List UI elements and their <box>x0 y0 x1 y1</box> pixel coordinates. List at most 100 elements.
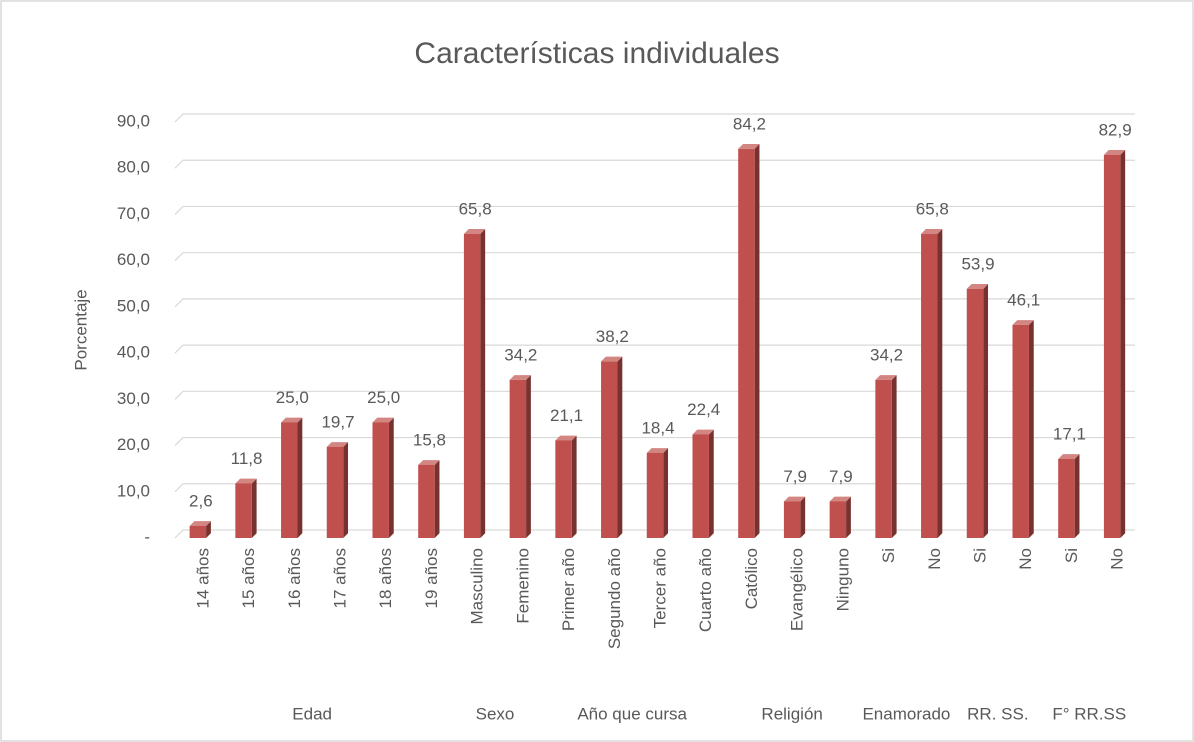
group-label: Edad <box>292 704 332 723</box>
y-tick-label: 20,0 <box>117 435 150 454</box>
bar-top <box>372 417 394 423</box>
grid-line <box>174 529 1135 539</box>
grid-line <box>174 483 1135 493</box>
bar-front <box>875 379 892 538</box>
x-tick-label: Evangélico <box>788 548 807 631</box>
bar <box>235 478 257 538</box>
bar-top <box>738 144 760 149</box>
data-label: 11,8 <box>231 449 263 468</box>
y-tick-label: 50,0 <box>117 296 150 315</box>
y-tick-label: 40,0 <box>117 343 150 362</box>
x-tick-label: Tercer año <box>650 548 669 628</box>
bar <box>509 375 531 538</box>
bar-top <box>601 356 623 362</box>
x-tick-label: 18 años <box>376 548 395 609</box>
bar <box>783 496 806 538</box>
grid-line <box>174 298 1135 308</box>
data-label: 21,1 <box>550 406 583 425</box>
bar-top <box>966 284 989 289</box>
bar-front <box>463 233 481 538</box>
bar <box>372 417 394 538</box>
bar-front <box>281 422 298 538</box>
data-label: 7,9 <box>829 467 853 486</box>
data-label: 34,2 <box>504 345 537 364</box>
bar-side <box>571 435 577 538</box>
data-label: 19,7 <box>321 412 354 431</box>
bar-front <box>418 464 435 538</box>
group-label: Año que cursa <box>577 704 687 723</box>
group-label: F° RR.SS <box>1052 704 1126 723</box>
data-label: 17,1 <box>1053 424 1086 443</box>
x-tick-label: No <box>1108 548 1127 570</box>
x-tick-label: No <box>1016 548 1035 570</box>
bar-front <box>372 422 389 538</box>
bar-side <box>708 429 714 538</box>
bar-front <box>1058 458 1075 538</box>
bar <box>418 460 440 538</box>
x-tick-label: 17 años <box>330 548 349 609</box>
bar-top <box>509 375 531 380</box>
x-tick-label: Cuarto año <box>696 548 715 632</box>
y-tick-label: 80,0 <box>117 158 150 177</box>
x-tick-label: Católico <box>742 548 761 609</box>
data-label: 25,0 <box>276 388 309 407</box>
grid-line <box>174 436 1135 446</box>
bar-top <box>463 229 486 234</box>
group-label: RR. SS. <box>967 704 1028 723</box>
y-tick-label: 60,0 <box>117 250 150 269</box>
data-label: 46,1 <box>1007 290 1040 309</box>
data-label: 65,8 <box>459 199 492 218</box>
grid-line <box>174 159 1135 169</box>
bar-front <box>1103 154 1121 538</box>
data-label: 22,4 <box>687 400 720 419</box>
bar-side <box>663 448 669 538</box>
bar-side <box>388 417 394 538</box>
bar-side <box>1074 454 1080 538</box>
data-label: 84,2 <box>733 114 766 133</box>
bar <box>692 429 714 538</box>
bar-top <box>235 478 257 484</box>
y-tick-label: 10,0 <box>117 481 150 500</box>
data-label: 18,4 <box>641 418 674 437</box>
bar-top <box>281 417 303 423</box>
bar <box>1103 150 1126 539</box>
data-label: 7,9 <box>783 467 807 486</box>
bar <box>829 496 851 538</box>
bar-top <box>829 496 851 502</box>
bar <box>555 435 577 538</box>
bar-side <box>983 284 989 538</box>
bar-top <box>875 375 897 380</box>
bar-side <box>480 229 486 538</box>
grid-line <box>174 113 1135 123</box>
y-tick-label: - <box>144 527 150 546</box>
bar-side <box>846 496 851 538</box>
bar-top <box>783 496 806 502</box>
y-tick-label: 70,0 <box>117 204 150 223</box>
bar-front <box>1012 324 1029 538</box>
bar-side <box>343 442 349 538</box>
bar-top <box>1012 320 1034 325</box>
x-tick-label: 19 años <box>422 548 441 609</box>
bar-side <box>800 496 806 538</box>
bar-side <box>1120 150 1126 539</box>
bar-side <box>754 144 760 538</box>
bar-front <box>235 483 252 538</box>
grid-line <box>174 252 1135 262</box>
bar-top <box>555 435 577 441</box>
bar-top <box>692 429 714 435</box>
bar-front <box>601 361 618 538</box>
x-tick-label: Masculino <box>468 548 487 625</box>
x-tick-label: Segundo año <box>605 548 624 649</box>
data-label: 82,9 <box>1099 120 1132 139</box>
grid-line <box>174 205 1135 215</box>
group-label: Sexo <box>476 704 515 723</box>
bar-top <box>1058 454 1080 459</box>
bar-side <box>617 356 623 538</box>
bar-side <box>297 417 303 538</box>
x-tick-label: No <box>925 548 944 570</box>
grid-line <box>174 344 1135 354</box>
bar-front <box>509 379 527 538</box>
